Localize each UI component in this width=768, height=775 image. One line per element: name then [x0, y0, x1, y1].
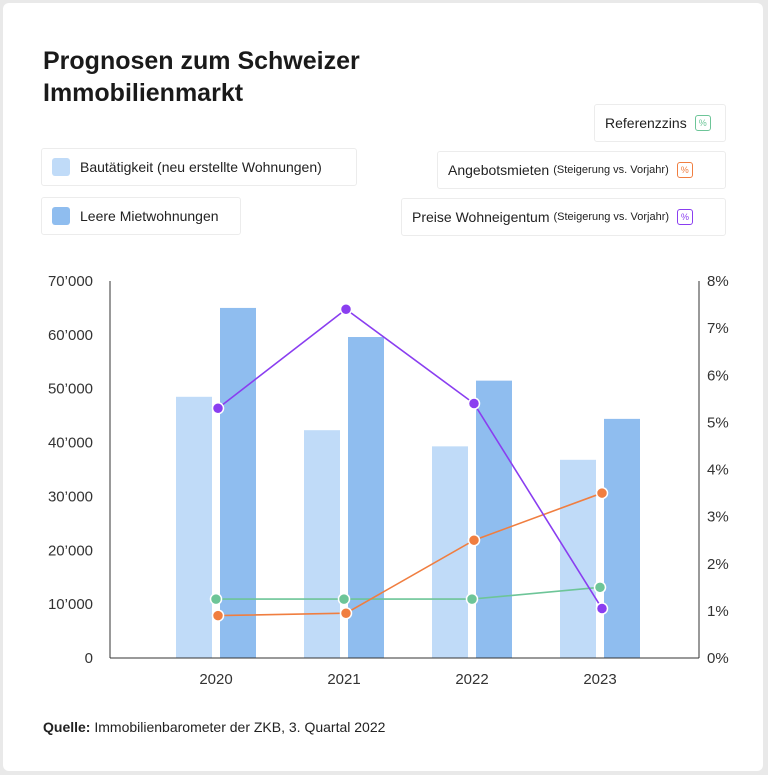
x-tick-label: 2021	[327, 671, 360, 688]
percent-icon: %	[677, 209, 694, 225]
left-tick-label: 0	[85, 650, 93, 667]
bar-bautaetigkeit	[176, 396, 212, 658]
point-referenzzins	[465, 592, 479, 606]
x-tick-label: 2023	[583, 671, 616, 688]
right-tick-label: 7%	[707, 320, 729, 337]
legend-label-preise: Preise Wohneigentum	[412, 209, 550, 225]
x-tick-label: 2022	[455, 671, 488, 688]
legend-referenzzins: Referenzzins %	[594, 104, 726, 142]
bar-leere-mietwohnungen	[604, 418, 640, 658]
legend-label-referenzzins: Referenzzins	[605, 115, 687, 131]
source-note: Quelle: Immobilienbarometer der ZKB, 3. …	[43, 719, 385, 735]
bar-leere-mietwohnungen	[348, 337, 384, 658]
right-tick-label: 5%	[707, 414, 729, 431]
right-tick-label: 1%	[707, 603, 729, 620]
bar-bautaetigkeit	[304, 430, 340, 658]
right-tick-label: 6%	[707, 367, 729, 384]
point-preise-wohneigentum	[595, 602, 609, 615]
legend-angebotsmieten: Angebotsmieten (Steigerung vs. Vorjahr) …	[437, 151, 726, 189]
line-preise-wohneigentum	[217, 308, 603, 609]
point-referenzzins	[209, 592, 223, 606]
point-preise-wohneigentum	[467, 397, 481, 410]
left-tick-label: 70’000	[48, 273, 93, 290]
line-referenzzins	[216, 586, 601, 600]
point-referenzzins	[337, 592, 351, 606]
legend-bautaetigkeit: Bautätigkeit (neu erstellte Wohnungen)	[41, 148, 357, 186]
bar-bautaetigkeit	[560, 459, 596, 658]
point-preise-wohneigentum	[339, 303, 353, 316]
left-tick-label: 10’000	[48, 596, 93, 613]
point-preise-wohneigentum	[211, 401, 225, 415]
x-tick-label: 2020	[199, 671, 232, 688]
chart-plot: 0 10’000 20’000 30’000 40’000 50’000 60’000 70’…	[48, 273, 729, 688]
right-tick-label: 8%	[707, 273, 729, 290]
left-tick-label: 30’000	[48, 488, 93, 505]
left-tick-label: 50’000	[48, 381, 93, 398]
chart-card: Prognosen zum Schweizer Immobilienmarkt …	[3, 3, 763, 771]
left-tick-label: 40’000	[48, 435, 93, 452]
title-line-1: Prognosen zum Schweizer	[43, 47, 360, 75]
left-axis: 0 10’000 20’000 30’000 40’000 50’000 60’000 70’…	[48, 273, 93, 667]
chart-title: Prognosen zum Schweizer Immobilienmarkt	[43, 45, 463, 109]
percent-icon: %	[676, 162, 693, 178]
legend-preise: Preise Wohneigentum (Steigerung vs. Vorj…	[401, 198, 726, 236]
legend-label-bautaetigkeit: Bautätigkeit (neu erstellte Wohnungen)	[80, 159, 322, 175]
point-referenzzins	[593, 581, 607, 594]
legend-leere: Leere Mietwohnungen	[41, 197, 241, 235]
legend-label-angebotsmieten: Angebotsmieten	[448, 162, 550, 178]
legend-label-leere: Leere Mietwohnungen	[80, 208, 219, 224]
left-tick-label: 60’000	[48, 327, 93, 344]
legend-swatch-blue	[52, 207, 70, 225]
bars	[176, 307, 640, 658]
legend-note-angebotsmieten: (Steigerung vs. Vorjahr)	[553, 164, 669, 176]
source-text: Immobilienbarometer der ZKB, 3. Quartal …	[94, 719, 386, 735]
point-angebotsmieten	[211, 609, 225, 622]
title-line-2: Immobilienmarkt	[43, 79, 244, 107]
point-angebotsmieten	[467, 533, 481, 547]
source-label: Quelle:	[43, 719, 91, 735]
percent-icon: %	[694, 115, 711, 131]
point-angebotsmieten	[595, 486, 609, 500]
bar-leere-mietwohnungen	[220, 307, 256, 658]
right-tick-label: 4%	[707, 462, 729, 479]
point-angebotsmieten	[339, 606, 353, 620]
right-tick-label: 3%	[707, 509, 729, 526]
legend-swatch-light-blue	[52, 158, 70, 176]
legend-note-preise: (Steigerung vs. Vorjahr)	[553, 211, 670, 223]
right-tick-label: 0%	[707, 650, 729, 667]
right-tick-label: 2%	[707, 556, 729, 573]
bar-bautaetigkeit	[432, 446, 468, 658]
x-axis: 2020 2021 2022 2023	[199, 671, 616, 688]
line-angebotsmieten	[217, 492, 603, 617]
line-series	[209, 303, 609, 622]
bar-leere-mietwohnungen	[476, 380, 512, 658]
right-axis: 0% 1% 2% 3% 4% 5% 6% 7% 8%	[707, 273, 729, 667]
left-tick-label: 20’000	[48, 542, 93, 559]
